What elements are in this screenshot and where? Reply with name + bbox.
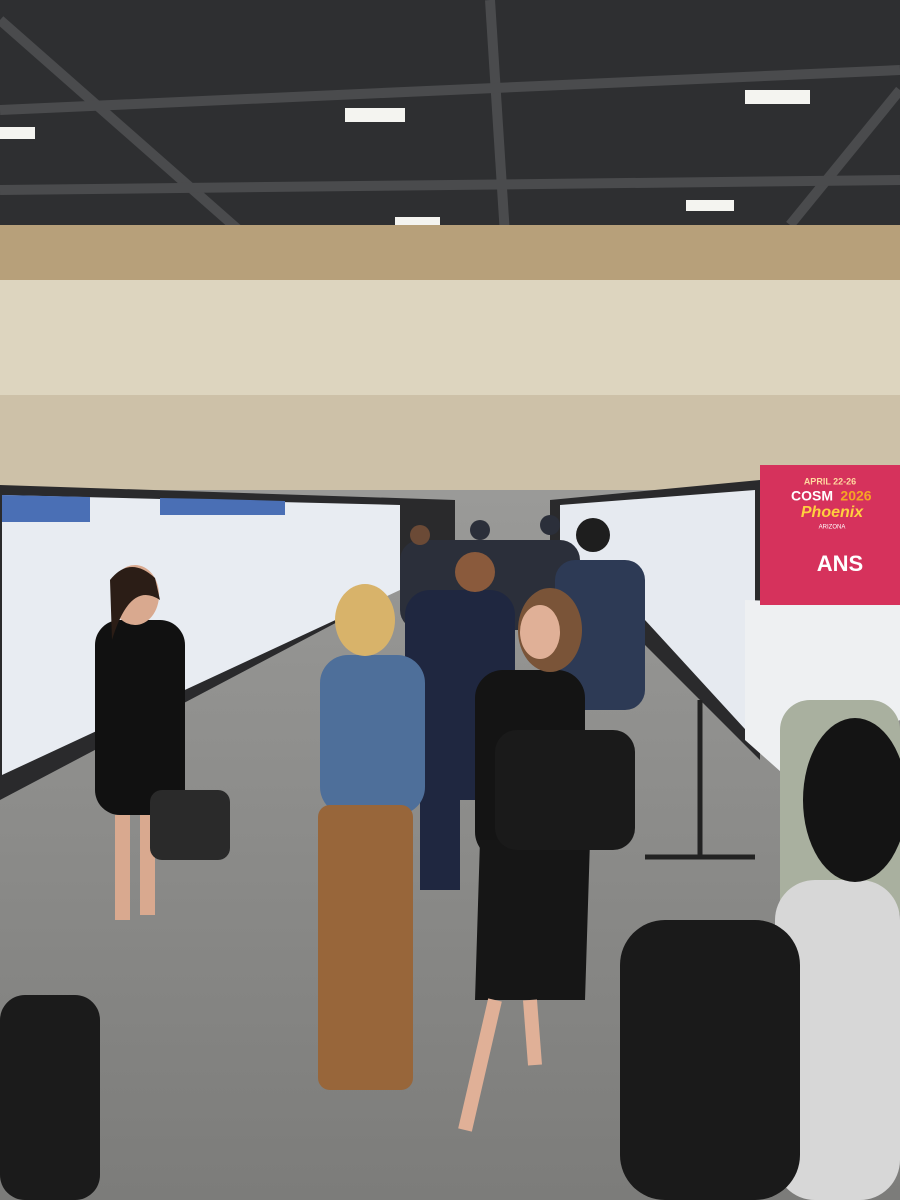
face bbox=[520, 605, 560, 659]
person-front bbox=[775, 880, 900, 1200]
hair bbox=[110, 566, 160, 640]
trousers bbox=[318, 805, 413, 1090]
ceiling-beams bbox=[0, 0, 900, 244]
denim-jacket bbox=[320, 655, 425, 815]
poster-headers-left bbox=[2, 495, 285, 522]
sign-city: Phoenix bbox=[801, 504, 864, 521]
wall-panel bbox=[0, 280, 900, 395]
leg bbox=[115, 815, 130, 920]
sign-dates: APRIL 22-26 bbox=[804, 476, 856, 486]
dress bbox=[475, 840, 590, 1000]
event-sign bbox=[760, 465, 900, 605]
sign-year: 2026 bbox=[840, 488, 871, 504]
legs bbox=[420, 790, 460, 890]
man-backpack bbox=[555, 560, 645, 710]
sign-event: COSM bbox=[791, 488, 833, 504]
woman-left bbox=[95, 620, 185, 815]
head bbox=[455, 552, 495, 592]
posters-right bbox=[560, 490, 755, 740]
head bbox=[576, 518, 610, 552]
sign-state: ARIZONA bbox=[819, 525, 846, 531]
ceiling bbox=[0, 0, 900, 250]
leg bbox=[523, 999, 542, 1066]
handbag bbox=[495, 730, 635, 850]
backpack bbox=[620, 920, 800, 1200]
backpack-left bbox=[0, 995, 100, 1200]
leg bbox=[458, 998, 502, 1132]
head bbox=[803, 718, 900, 882]
block-wall bbox=[0, 395, 900, 495]
bag bbox=[150, 790, 230, 860]
sign-label: ANS bbox=[817, 551, 863, 576]
hair bbox=[335, 584, 395, 656]
